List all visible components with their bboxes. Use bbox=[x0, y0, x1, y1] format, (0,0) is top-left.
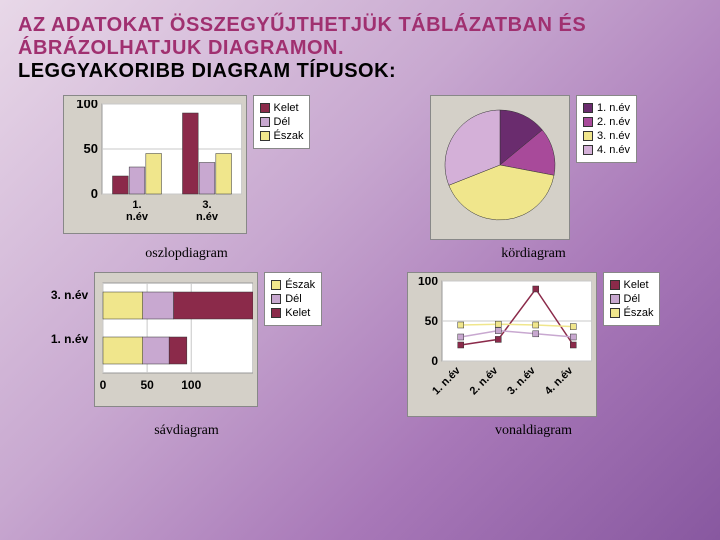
legend-label: Kelet bbox=[624, 279, 649, 291]
line-chart-cell: 0 50 100 1. n.év2. n.év3. n.év4. n.év Kelet… bbox=[365, 272, 702, 417]
hbar-y-labels: 3. n.év 1. n.év bbox=[51, 272, 88, 368]
line-caption: vonaldiagram bbox=[365, 417, 702, 449]
svg-text:n.év: n.év bbox=[196, 211, 219, 223]
legend-swatch bbox=[610, 308, 620, 318]
legend-item: Észak bbox=[260, 130, 304, 142]
svg-text:3.: 3. bbox=[202, 199, 211, 211]
bar-chart-cell: 0501001.n.év3.n.év KeletDélÉszak bbox=[18, 95, 355, 240]
bar-chart: 0501001.n.év3.n.év bbox=[63, 95, 247, 234]
legend-label: Észak bbox=[285, 279, 315, 291]
legend-label: 3. n.év bbox=[597, 130, 630, 142]
legend-swatch bbox=[610, 280, 620, 290]
legend-label: Észak bbox=[624, 307, 654, 319]
bar-caption: oszlopdiagram bbox=[18, 240, 355, 272]
svg-text:n.év: n.év bbox=[126, 211, 149, 223]
legend-swatch bbox=[610, 294, 620, 304]
legend-label: Kelet bbox=[274, 102, 299, 114]
svg-text:4. n.év: 4. n.év bbox=[542, 364, 575, 397]
legend-swatch bbox=[260, 117, 270, 127]
title-line-2: ÁBRÁZOLHATJUK DIAGRAMON. bbox=[18, 37, 702, 60]
legend-label: 4. n.év bbox=[597, 144, 630, 156]
legend-swatch bbox=[583, 145, 593, 155]
charts-grid: 0501001.n.év3.n.év KeletDélÉszak 1. n.év… bbox=[0, 89, 720, 459]
legend-swatch bbox=[271, 294, 281, 304]
legend-item: 3. n.év bbox=[583, 130, 630, 142]
svg-text:1. n.év: 1. n.év bbox=[430, 364, 463, 397]
legend-label: Dél bbox=[624, 293, 641, 305]
legend-swatch bbox=[583, 103, 593, 113]
legend-label: 1. n.év bbox=[597, 102, 630, 114]
svg-text:50: 50 bbox=[141, 378, 155, 392]
line-chart: 0 50 100 1. n.év2. n.év3. n.év4. n.év bbox=[407, 272, 597, 417]
legend-item: Kelet bbox=[260, 102, 304, 114]
svg-text:0: 0 bbox=[100, 378, 107, 392]
svg-text:100: 100 bbox=[181, 378, 201, 392]
line-legend: Kelet Dél Észak bbox=[603, 272, 661, 326]
legend-item: Dél bbox=[260, 116, 304, 128]
hbar-y-label: 1. n.év bbox=[51, 332, 88, 346]
title-line-3: LEGGYAKORIBB DIAGRAM TÍPUSOK: bbox=[18, 60, 702, 83]
legend-swatch bbox=[583, 131, 593, 141]
legend-item: Kelet bbox=[271, 307, 315, 319]
legend-swatch bbox=[583, 117, 593, 127]
svg-text:50: 50 bbox=[83, 141, 97, 156]
pie-caption: kördiagram bbox=[365, 240, 702, 272]
svg-text:0: 0 bbox=[431, 354, 438, 368]
legend-item: Dél bbox=[610, 293, 654, 305]
svg-text:3. n.év: 3. n.év bbox=[505, 364, 538, 397]
legend-item: Kelet bbox=[610, 279, 654, 291]
pie-chart bbox=[430, 95, 570, 240]
hbar-legend: Észak Dél Kelet bbox=[264, 272, 322, 326]
legend-label: Dél bbox=[285, 293, 302, 305]
legend-swatch bbox=[271, 308, 281, 318]
hbar-caption: sávdiagram bbox=[18, 417, 355, 449]
legend-swatch bbox=[260, 103, 270, 113]
svg-text:100: 100 bbox=[417, 277, 437, 288]
svg-text:0: 0 bbox=[90, 186, 97, 201]
legend-swatch bbox=[260, 131, 270, 141]
legend-label: Kelet bbox=[285, 307, 310, 319]
legend-label: 2. n.év bbox=[597, 116, 630, 128]
bar-legend: Kelet Dél Észak bbox=[253, 95, 311, 149]
legend-item: Észak bbox=[610, 307, 654, 319]
legend-item: Észak bbox=[271, 279, 315, 291]
svg-text:1.: 1. bbox=[132, 199, 141, 211]
legend-item: 2. n.év bbox=[583, 116, 630, 128]
legend-item: 4. n.év bbox=[583, 144, 630, 156]
hbar-chart: 0 50 100 bbox=[94, 272, 258, 407]
svg-text:2. n.év: 2. n.év bbox=[467, 364, 500, 397]
svg-text:50: 50 bbox=[424, 314, 438, 328]
pie-chart-cell: 1. n.év 2. n.év 3. n.év 4. n.év bbox=[365, 95, 702, 240]
legend-swatch bbox=[271, 280, 281, 290]
hbar-chart-cell: 3. n.év 1. n.év 0 50 100 Észak Dél Kelet bbox=[18, 272, 355, 417]
title-line-1: AZ ADATOKAT ÖSSZEGYŰJTHETJÜK TÁBLÁZATBAN… bbox=[18, 14, 702, 37]
legend-label: Észak bbox=[274, 130, 304, 142]
legend-item: Dél bbox=[271, 293, 315, 305]
hbar-y-label: 3. n.év bbox=[51, 288, 88, 302]
legend-item: 1. n.év bbox=[583, 102, 630, 114]
legend-label: Dél bbox=[274, 116, 291, 128]
pie-legend: 1. n.év 2. n.év 3. n.év 4. n.év bbox=[576, 95, 637, 163]
slide-header: AZ ADATOKAT ÖSSZEGYŰJTHETJÜK TÁBLÁZATBAN… bbox=[0, 0, 720, 89]
svg-text:100: 100 bbox=[76, 100, 98, 111]
